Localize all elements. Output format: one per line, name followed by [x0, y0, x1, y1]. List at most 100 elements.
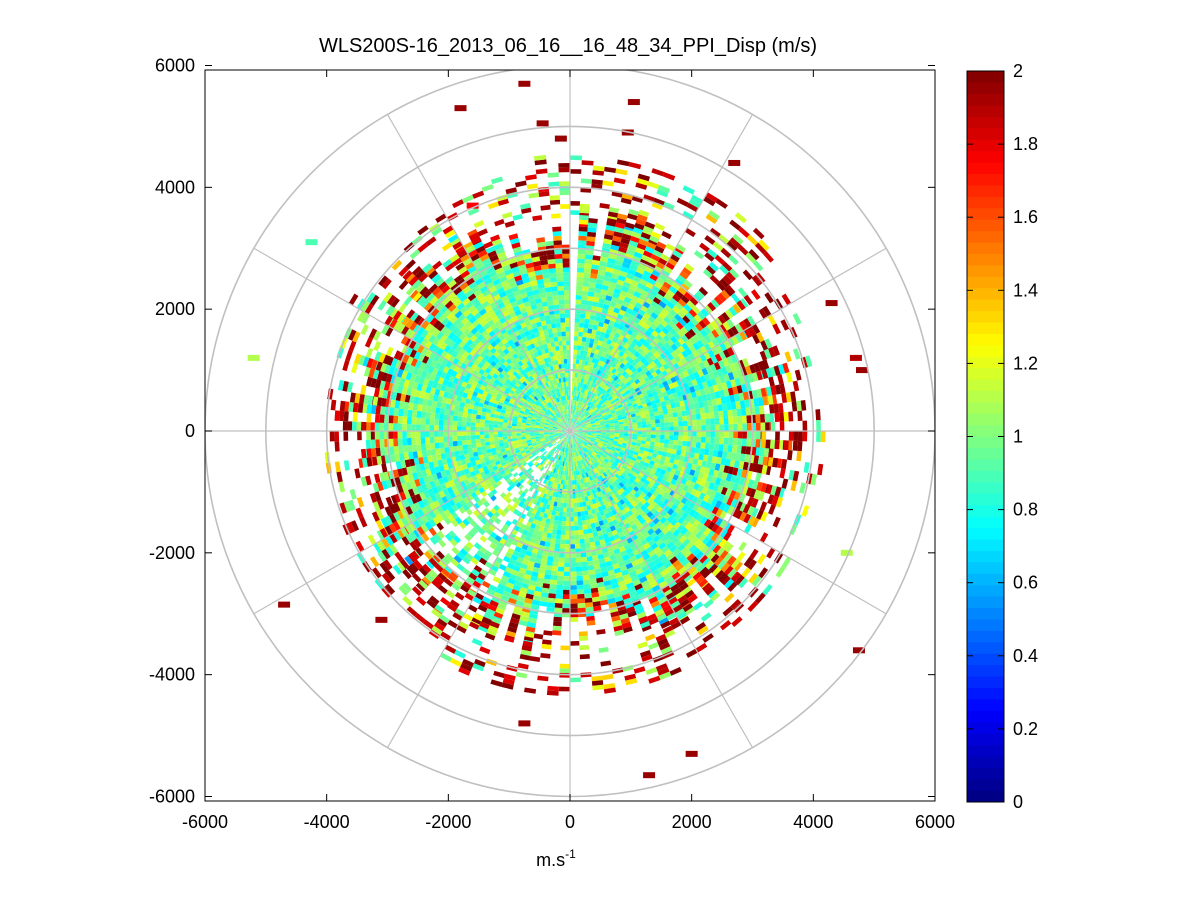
radar-cell	[393, 423, 398, 431]
radar-cell	[664, 426, 670, 431]
radar-cell	[472, 596, 482, 605]
radar-cell	[597, 350, 603, 356]
radar-cell	[497, 583, 506, 591]
radar-cell	[613, 420, 619, 424]
radar-cell	[566, 461, 569, 467]
radar-cell	[621, 508, 627, 515]
radar-cell	[470, 527, 479, 535]
radar-cell	[546, 602, 555, 608]
radar-cell	[568, 443, 570, 449]
radar-cell	[621, 413, 627, 417]
radar-cell	[707, 455, 713, 463]
radar-cell	[459, 499, 467, 507]
radar-cell	[677, 286, 687, 296]
radar-cell	[589, 314, 596, 321]
radar-cell	[643, 406, 649, 412]
radar-cell	[708, 385, 715, 394]
radar-cell	[557, 483, 561, 489]
radar-cell	[621, 464, 627, 470]
radar-cell	[545, 479, 550, 485]
radar-cell	[615, 600, 625, 607]
radar-cell	[496, 480, 502, 487]
radar-cell	[616, 471, 622, 477]
radar-cell	[645, 517, 653, 525]
radar-cell	[592, 301, 599, 307]
radar-cell	[633, 406, 639, 411]
radar-cell	[595, 436, 601, 439]
radar-cell	[670, 478, 677, 486]
radar-cell	[757, 491, 765, 501]
radar-cell	[571, 438, 574, 444]
radar-cell	[590, 479, 595, 485]
radar-cell	[613, 591, 622, 598]
radar-cell	[632, 275, 641, 283]
radar-cell	[625, 381, 631, 388]
radar-cell	[598, 417, 604, 421]
radar-cell	[518, 567, 527, 574]
radar-cell	[584, 597, 593, 603]
radar-cell	[613, 322, 620, 329]
radar-cell	[603, 488, 609, 494]
radar-cell	[560, 446, 564, 452]
radar-cell	[574, 484, 578, 490]
radar-cell	[640, 504, 647, 512]
radar-cell	[608, 377, 614, 383]
radar-cell	[757, 397, 764, 407]
radar-cell	[425, 504, 433, 513]
radar-cell	[535, 448, 540, 453]
radar-cell	[649, 565, 658, 573]
radar-cell	[605, 224, 616, 232]
radar-cell	[623, 311, 631, 319]
radar-cell	[590, 387, 595, 393]
radar-cell	[723, 373, 731, 382]
radar-cell	[480, 497, 487, 504]
radar-cell	[635, 398, 641, 404]
radar-cell	[619, 368, 625, 375]
radar-cell	[563, 456, 566, 462]
radar-cell	[586, 413, 591, 417]
radar-cell	[551, 440, 556, 444]
radar-cell	[632, 338, 639, 345]
radar-cell	[600, 514, 607, 521]
radar-cell	[572, 413, 574, 419]
radar-cell	[718, 528, 727, 538]
radar-cell	[705, 538, 715, 548]
radar-cell	[732, 438, 738, 446]
radar-cell	[598, 386, 603, 392]
radar-cell	[619, 290, 628, 297]
radar-cell	[593, 353, 598, 359]
radar-cell	[574, 466, 577, 471]
radar-cell	[702, 359, 710, 368]
radar-cell	[622, 440, 628, 444]
radar-cell	[648, 550, 656, 558]
radar-cell	[760, 422, 766, 431]
radar-cell	[554, 603, 563, 609]
radar-cell	[666, 515, 675, 523]
radar-cell	[560, 461, 564, 466]
radar-cell	[608, 360, 614, 367]
radar-cell	[660, 319, 668, 328]
radar-cell	[654, 281, 663, 290]
radar-cell	[696, 348, 704, 357]
radar-cell	[579, 438, 584, 443]
radar-cell	[388, 431, 394, 439]
radar-cell	[610, 340, 616, 347]
radar-cell	[566, 434, 569, 439]
radar-cell	[554, 543, 561, 549]
radar-cell	[723, 521, 732, 532]
radar-cell	[589, 410, 594, 414]
radar-cell	[572, 418, 574, 424]
radar-cell	[609, 465, 615, 471]
radar-cell	[445, 589, 456, 599]
radar-cell	[698, 492, 706, 501]
radar-cell	[546, 490, 552, 496]
radar-cell	[619, 499, 625, 506]
radar-cell	[582, 415, 587, 420]
radar-cell	[590, 447, 595, 451]
radar-cell	[642, 367, 649, 374]
radar-cell	[608, 573, 617, 581]
radar-cell	[726, 451, 732, 460]
radar-cell	[606, 517, 612, 523]
radar-cell	[670, 503, 678, 512]
radar-cell	[428, 527, 437, 537]
